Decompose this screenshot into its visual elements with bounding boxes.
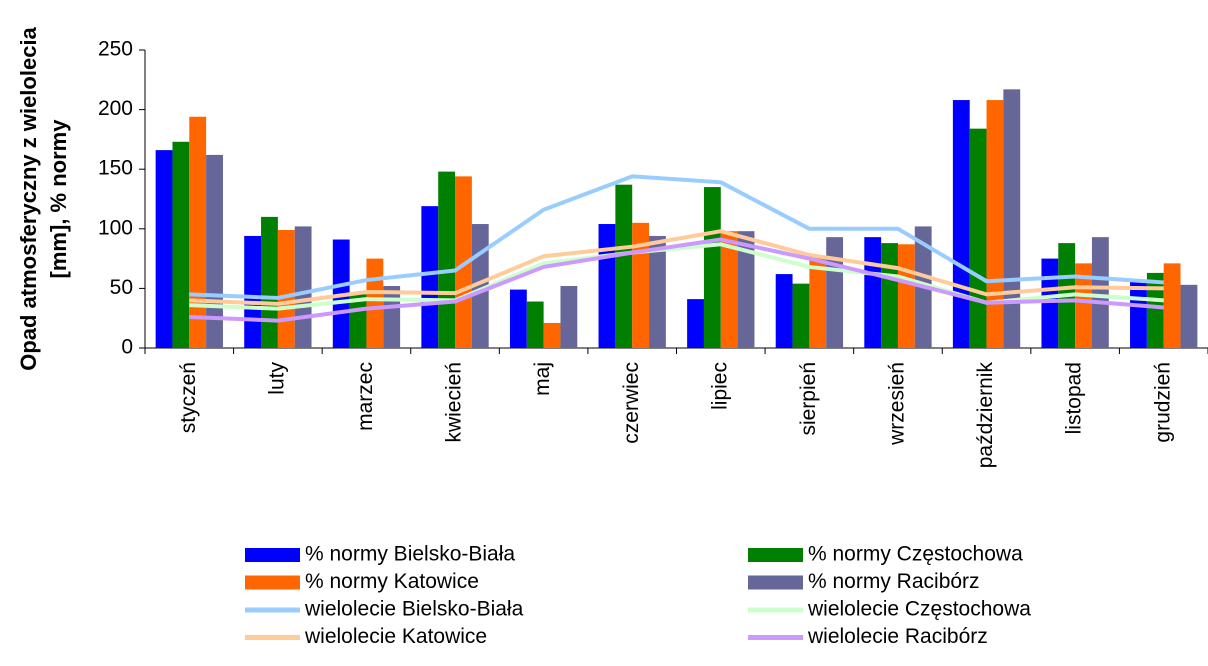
y-tick-label: 0 [121,336,133,359]
y-tick-label: 100 [98,216,133,239]
bar [421,206,439,348]
bar [189,116,207,348]
x-tick-label: czerwiec [620,362,643,444]
bar [864,237,882,348]
bar [649,235,666,348]
line [189,229,1164,306]
legend-swatch [748,548,803,562]
y-axis-label: Opad atmosferyczny z wielolecia [16,26,41,370]
x-tick-label: marzec [354,362,377,431]
legend-label: wielolecie Bielsko-Biała [304,598,524,621]
bar [615,184,633,348]
legend-label: wielolecie Katowice [304,625,487,648]
bar [455,176,472,348]
bar [155,150,173,348]
bar [1163,263,1181,348]
bar [560,286,578,348]
bar [952,100,970,349]
legend-swatch [245,548,300,562]
x-tick-label: wrzesień [886,362,909,446]
x-tick-label: listopad [1063,362,1086,434]
bar [1091,237,1109,348]
legend-label: wielolecie Częstochowa [807,598,1031,621]
legend-swatch [748,575,803,590]
bar [809,257,827,348]
y-tick-label: 50 [110,276,133,299]
x-tick-label: styczeń [177,362,200,433]
bar [1130,280,1147,348]
legend-label: wielolecie Racibórz [807,625,988,648]
x-tick-label: luty [265,362,288,395]
bar [1146,272,1164,348]
bar [737,231,755,348]
x-tick-label: sierpień [797,362,820,436]
bar [383,286,401,348]
legend-label: % normy Katowice [305,570,479,593]
bar [826,237,844,348]
bar [526,301,544,348]
x-tick-label: październik [974,362,997,469]
bar [1003,89,1021,348]
legend-label: % normy Częstochowa [808,543,1023,566]
bar [261,216,278,348]
bar [775,274,793,348]
bar [509,289,527,348]
bar [792,283,810,348]
x-tick-label: kwiecień [443,362,466,443]
x-tick-label: lipiec [708,362,731,410]
bar [543,322,561,348]
bar [1075,263,1092,348]
legend-swatch [245,575,300,590]
line [189,237,1164,323]
bar [366,258,384,348]
bar [897,244,915,348]
bar [294,226,312,348]
legend-label: % normy Racibórz [808,570,980,593]
y-axis-label: [mm], % normy [46,119,71,279]
bar [438,171,456,348]
bar [687,299,704,348]
bar [1180,284,1198,348]
bar [244,235,262,348]
y-tick-label: 200 [98,97,133,120]
y-tick-label: 250 [98,38,133,61]
y-tick-label: 150 [98,157,133,180]
x-tick-label: maj [531,362,554,396]
bar [172,141,190,348]
bar [969,128,987,348]
line [189,174,1164,300]
bar [881,243,898,348]
bar [277,229,295,348]
legend-label: % normy Bielsko-Biała [305,543,515,566]
bar [598,224,616,348]
bar [632,222,650,348]
x-tick-label: grudzień [1151,362,1174,443]
bar [703,187,721,348]
bar [1041,258,1059,348]
bar [720,231,738,348]
bar [986,100,1004,349]
